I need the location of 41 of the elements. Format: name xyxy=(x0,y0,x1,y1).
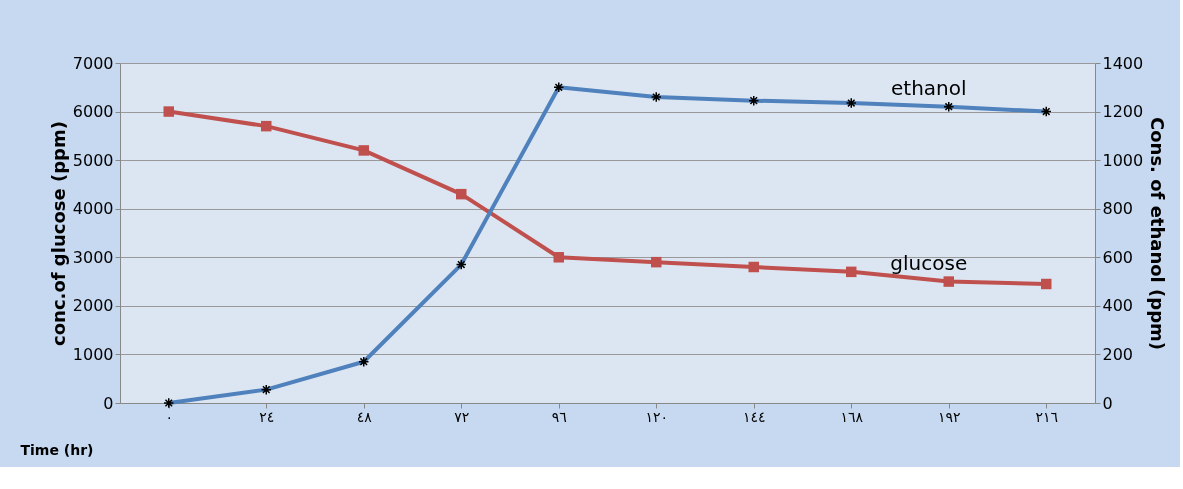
point xyxy=(846,266,857,278)
y2-tick-label: 200 xyxy=(1102,344,1134,364)
point xyxy=(358,145,369,156)
y2-tick-label: 1000 xyxy=(1102,150,1144,170)
x-tick-label: ٢١٦ xyxy=(1035,408,1059,425)
y-axis-title: conc.of glucose (ppm) xyxy=(47,121,69,346)
y-tick-label: 0 xyxy=(103,393,114,413)
y2-tick-label: 1200 xyxy=(1102,102,1144,122)
y2-tick-label: 400 xyxy=(1102,296,1134,316)
point xyxy=(163,106,174,117)
y-tick-label: 4000 xyxy=(72,199,114,219)
x-axis-title: Time (hr) xyxy=(20,441,94,458)
x-tick-label: ٧٢ xyxy=(454,408,470,425)
point xyxy=(651,256,662,268)
y2-tick-label: 0 xyxy=(1102,393,1113,413)
y-tick-label: 6000 xyxy=(72,102,114,122)
series-label: ethanol xyxy=(890,75,967,100)
y2-tick-label: 600 xyxy=(1102,247,1134,267)
x-tick-label: ١٦٨ xyxy=(840,408,864,425)
point xyxy=(943,276,954,287)
point xyxy=(261,120,272,132)
x-tick-label: ٩٦ xyxy=(551,408,567,425)
y-tick-label: 3000 xyxy=(72,247,114,267)
y2-tick-label: 800 xyxy=(1102,199,1134,219)
y2-tick-label: 1400 xyxy=(1102,53,1144,73)
x-tick-label: ١٩٢ xyxy=(937,408,961,425)
y2-axis-title: Cons. of ethanol (ppm) xyxy=(1147,116,1169,351)
x-tick-label: ٤٨ xyxy=(356,408,373,425)
x-tick-label: ١٤٤ xyxy=(742,408,766,425)
point xyxy=(456,188,467,200)
y-tick-label: 7000 xyxy=(72,53,114,73)
point xyxy=(553,252,564,263)
point xyxy=(1041,278,1052,290)
y-tick-label: 1000 xyxy=(72,344,114,364)
point xyxy=(748,261,759,273)
x-tick-label: ٢٤ xyxy=(259,408,275,425)
x-tick-label: ١٢٠ xyxy=(645,408,669,425)
x-tick-label: ٠ xyxy=(165,408,174,425)
series-label: glucose xyxy=(890,250,968,275)
y-tick-label: 2000 xyxy=(72,296,114,316)
y-tick-label: 5000 xyxy=(72,150,114,170)
